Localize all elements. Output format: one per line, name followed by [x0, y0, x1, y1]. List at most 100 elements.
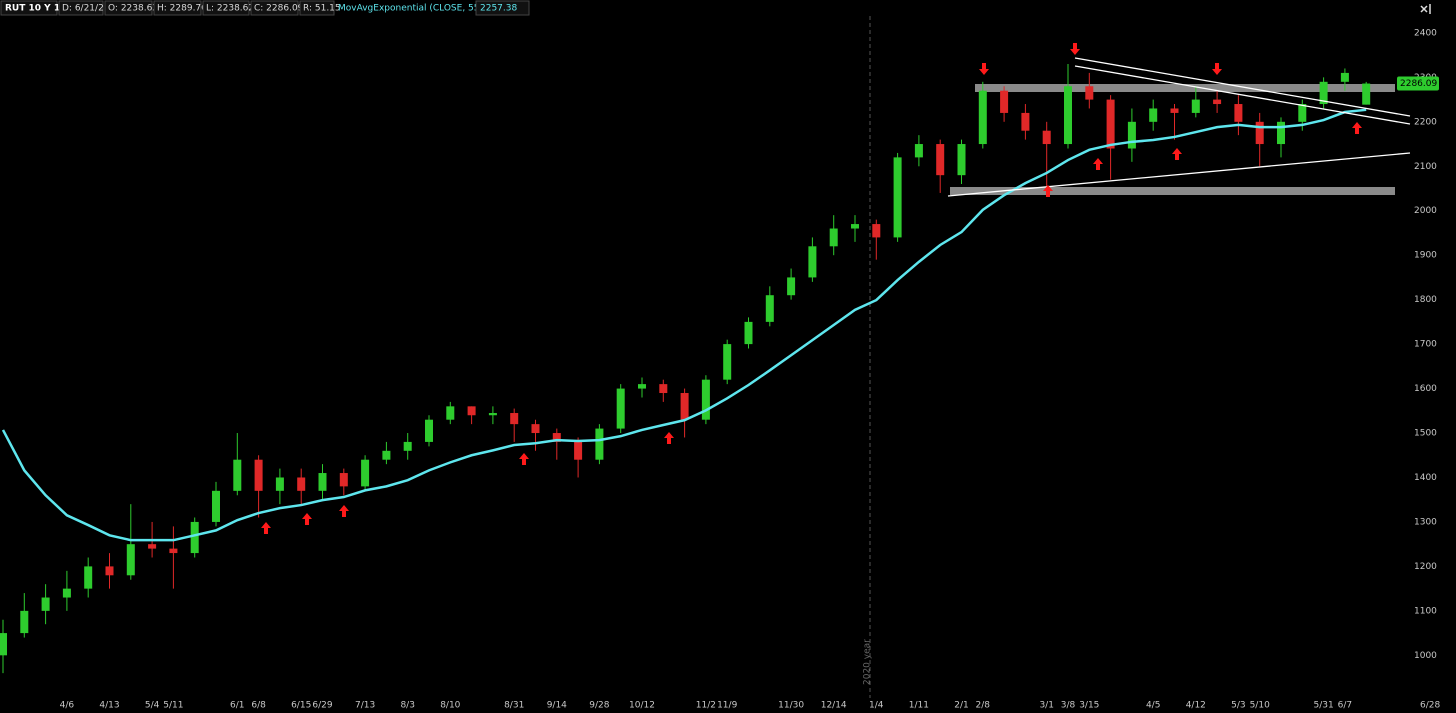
x-tick-label: 6/1	[230, 701, 244, 711]
y-tick-label: 1700	[1414, 340, 1437, 350]
candle-body	[829, 228, 838, 247]
candle-body	[1106, 99, 1115, 149]
candle-body	[126, 544, 135, 576]
signal-arrow	[1172, 148, 1182, 160]
candle-body	[0, 633, 7, 656]
y-tick-label: 2400	[1414, 28, 1437, 38]
header-box	[153, 0, 202, 16]
x-tick-label: 6/7	[1338, 701, 1352, 711]
y-tick-label: 1900	[1414, 251, 1437, 261]
signal-arrow	[1212, 63, 1222, 75]
candle-body	[744, 321, 753, 345]
x-tick-label: 8/10	[440, 701, 460, 711]
y-tick-label: 1500	[1414, 429, 1437, 439]
x-tick-label: 9/14	[547, 701, 567, 711]
candle-body	[233, 459, 242, 491]
signal-arrow	[1093, 158, 1103, 170]
x-tick-label: 8/31	[504, 701, 524, 711]
candle-body	[1298, 104, 1307, 122]
candle-body	[382, 450, 391, 460]
candle-body	[1319, 81, 1328, 105]
x-tick-label: 3/15	[1079, 701, 1099, 711]
candle-body	[297, 477, 306, 491]
x-tick-label: 7/13	[355, 701, 375, 711]
x-tick-label: 10/12	[629, 701, 655, 711]
x-tick-label: 4/12	[1186, 701, 1206, 711]
candle-body	[20, 610, 29, 634]
x-tick-label: 11/2	[696, 701, 716, 711]
header-box	[58, 0, 104, 16]
candle-body	[765, 295, 774, 322]
candle-body	[510, 413, 519, 425]
study-value: 2257.38	[480, 4, 517, 14]
x-tick-label: 4/6	[60, 701, 75, 711]
candle-body	[872, 224, 881, 238]
x-tick-label: 5/11	[163, 701, 183, 711]
x-tick-label: 4/13	[99, 701, 119, 711]
x-tick-label: 2/1	[954, 701, 968, 711]
x-tick-label: 3/1	[1039, 701, 1053, 711]
candle-body	[1234, 104, 1243, 122]
candle-body	[62, 588, 71, 598]
header-box	[202, 0, 250, 16]
year-annotation: 2020 year	[863, 639, 873, 685]
settings-icon[interactable]	[1420, 4, 1431, 14]
header-date: D: 6/21/21	[62, 4, 110, 14]
header-open: O: 2238.62	[108, 4, 158, 14]
x-tick-label: 11/9	[717, 701, 737, 711]
candle-body	[361, 459, 370, 487]
x-tick-label: 12/14	[821, 701, 847, 711]
x-tick-label: 6/8	[251, 701, 266, 711]
candle-body	[105, 566, 114, 576]
y-tick-label: 2000	[1414, 206, 1437, 216]
signal-arrow	[1043, 185, 1053, 197]
x-tick-label: 8/3	[400, 701, 414, 711]
candle-body	[446, 406, 455, 420]
y-tick-label: 1200	[1414, 562, 1437, 572]
resistance-zone	[975, 84, 1395, 92]
x-tick-label: 1/4	[869, 701, 884, 711]
candle-body	[1191, 99, 1200, 113]
y-tick-label: 1800	[1414, 295, 1437, 305]
candle-body	[1255, 121, 1264, 145]
header-box	[250, 0, 299, 16]
candle-body	[1000, 90, 1009, 113]
candle-body	[914, 144, 923, 158]
candle-body	[552, 433, 561, 442]
header-high: H: 2289.76	[157, 4, 207, 14]
candle-body	[1127, 121, 1136, 149]
candle-body	[638, 384, 646, 389]
header-low: L: 2238.62	[206, 4, 254, 14]
x-tick-label: 3/8	[1061, 701, 1076, 711]
candle-body	[41, 597, 50, 611]
candle-body	[701, 379, 710, 420]
candle-body	[808, 246, 817, 278]
candle-body	[616, 388, 625, 429]
study-name: MovAvgExponential (CLOSE, 55, 0, no)	[338, 4, 511, 14]
candle-body	[254, 459, 263, 491]
x-tick-label: 6/15	[291, 701, 311, 711]
y-tick-label: 2100	[1414, 162, 1437, 172]
candle-body	[574, 441, 583, 460]
arrows	[261, 43, 1362, 534]
candle-body	[190, 521, 199, 554]
candle-body	[787, 277, 796, 296]
candle-body	[893, 157, 902, 238]
signal-arrow	[519, 453, 529, 465]
candle-body	[339, 473, 348, 487]
candle-body	[1362, 83, 1371, 105]
signal-arrow	[979, 63, 989, 75]
candle-body	[595, 428, 604, 460]
x-tick-label: 5/31	[1313, 701, 1333, 711]
x-tick-label: 5/10	[1250, 701, 1270, 711]
candle-body	[659, 384, 668, 394]
candle-body	[978, 90, 987, 145]
trend-line	[947, 152, 1411, 197]
x-tick-label: 6/28	[1420, 701, 1440, 711]
candle-body	[488, 413, 497, 416]
candle-body	[1064, 86, 1072, 145]
candle-body	[275, 477, 284, 491]
header-box	[0, 0, 58, 16]
x-tick-label: 5/3	[1231, 701, 1245, 711]
